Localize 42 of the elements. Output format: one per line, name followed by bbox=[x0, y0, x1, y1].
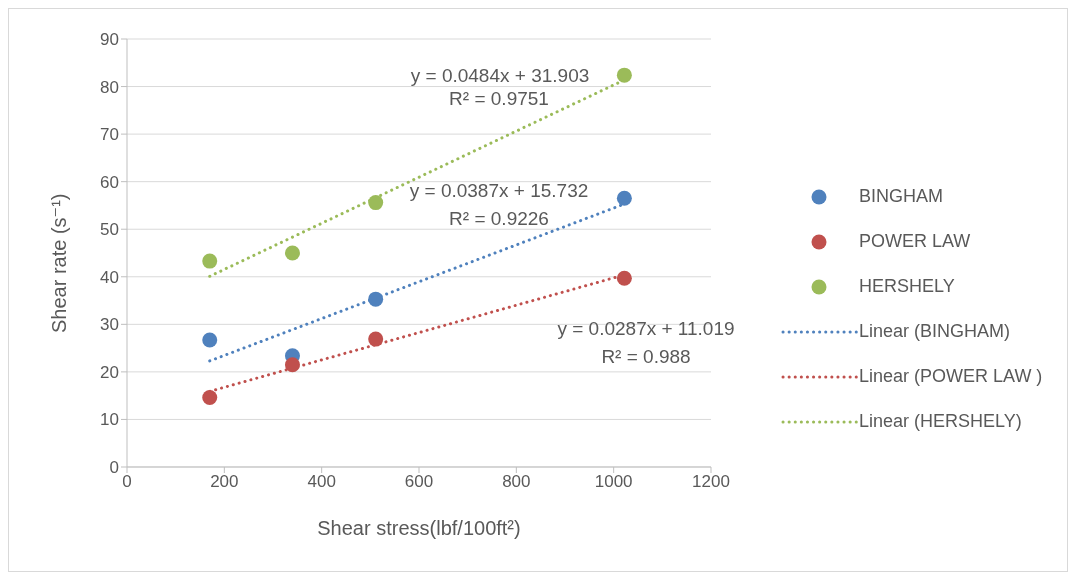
legend-label: BINGHAM bbox=[859, 186, 944, 207]
point bbox=[202, 390, 218, 406]
y-tick-label: 50 bbox=[100, 220, 119, 240]
legend-label: POWER LAW bbox=[859, 231, 971, 252]
x-tick-label: 200 bbox=[210, 472, 239, 492]
point bbox=[368, 291, 384, 307]
annotation: R² = 0.9751 bbox=[449, 88, 549, 110]
y-tick-label: 60 bbox=[100, 172, 119, 192]
y-tick-label: 80 bbox=[100, 77, 119, 97]
point bbox=[202, 253, 218, 269]
y-tick-label: 0 bbox=[109, 458, 119, 478]
legend-label: Linear (BINGHAM) bbox=[859, 321, 1011, 342]
point bbox=[616, 270, 632, 286]
point bbox=[284, 357, 300, 373]
annotation: y = 0.0387x + 15.732 bbox=[409, 180, 589, 202]
y-tick-label: 10 bbox=[100, 410, 119, 430]
point bbox=[616, 67, 632, 83]
y-tick-label: 30 bbox=[100, 315, 119, 335]
y-tick-label: 20 bbox=[100, 362, 119, 382]
x-tick-label: 1200 bbox=[692, 472, 730, 492]
point bbox=[368, 331, 384, 347]
x-tick-label: 800 bbox=[502, 472, 531, 492]
annotation: R² = 0.9226 bbox=[449, 208, 549, 230]
legend-label: Linear (HERSHELY) bbox=[859, 411, 1022, 432]
y-tick-label: 70 bbox=[100, 125, 119, 145]
annotation: R² = 0.988 bbox=[601, 346, 691, 368]
point bbox=[616, 190, 632, 206]
annotation: y = 0.0287x + 11.019 bbox=[557, 318, 735, 340]
point bbox=[202, 332, 218, 348]
x-tick-label: 1000 bbox=[594, 472, 633, 492]
annotation: y = 0.0484x + 31.903 bbox=[410, 65, 590, 87]
y-tick-label: 90 bbox=[100, 30, 119, 50]
x-tick-label: 400 bbox=[307, 472, 336, 492]
y-axis-title: Shear rate (s⁻¹) bbox=[48, 193, 71, 333]
point bbox=[284, 245, 300, 261]
x-tick-label: 0 bbox=[122, 472, 132, 492]
x-tick-label: 600 bbox=[404, 472, 434, 492]
y-tick-label: 40 bbox=[100, 267, 119, 287]
x-axis-title: Shear stress(lbf/100ft²) bbox=[317, 517, 521, 539]
point bbox=[368, 195, 384, 211]
legend-label: HERSHELY bbox=[859, 276, 955, 297]
legend-label: Linear (POWER LAW ) bbox=[859, 366, 1043, 387]
